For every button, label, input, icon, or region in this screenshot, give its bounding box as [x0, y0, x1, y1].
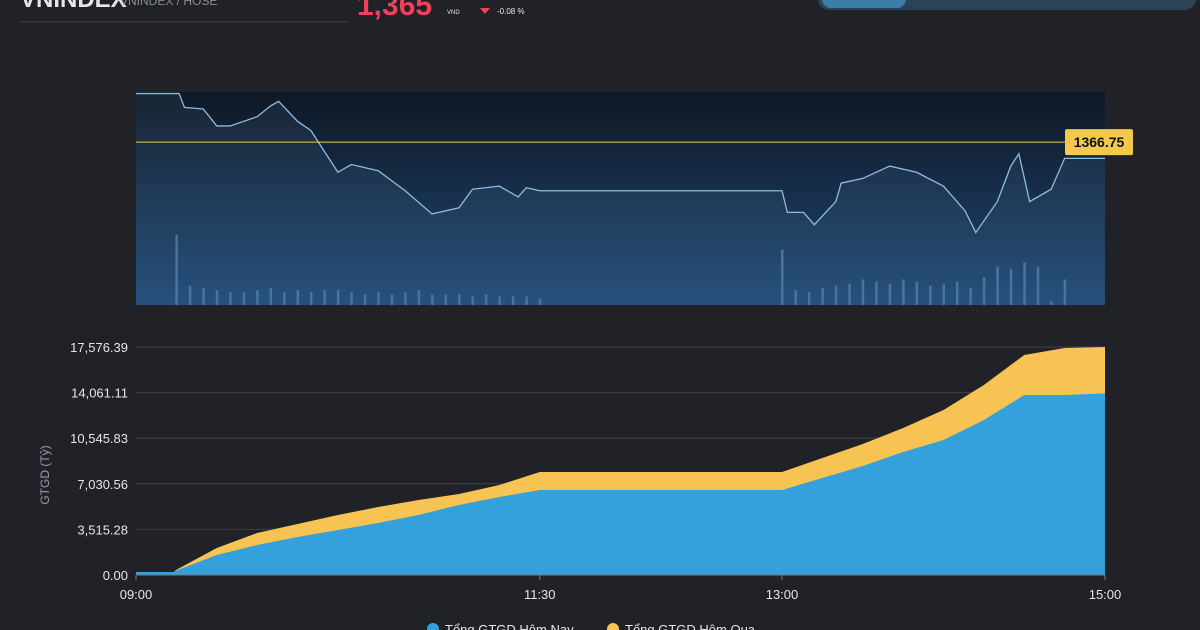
y-tick-label: 7,030.56: [77, 477, 128, 492]
volume-bar: [525, 296, 528, 305]
volume-bar: [929, 285, 932, 305]
volume-bar: [969, 287, 972, 305]
volume-bar: [215, 290, 219, 305]
volume-bar: [807, 292, 811, 305]
volume-bar: [417, 290, 421, 305]
legend-marker: [607, 623, 619, 630]
volume-bar: [188, 285, 192, 305]
volume-bar: [848, 283, 851, 305]
volume-bar: [175, 234, 178, 305]
y-axis-label: GTGD (Tỷ): [38, 445, 52, 504]
volume-bar: [256, 290, 259, 305]
x-tick-label: 15:00: [1089, 587, 1122, 602]
volume-bar: [821, 287, 824, 305]
volume-bar: [861, 279, 865, 305]
volume-bar: [323, 290, 326, 305]
y-tick-label: 17,576.39: [70, 340, 128, 355]
volume-bar: [982, 277, 986, 305]
x-tick-label: 13:00: [766, 587, 799, 602]
volume-bar: [902, 279, 905, 305]
volume-bar: [431, 294, 434, 305]
volume-bar: [336, 290, 340, 305]
volume-bar: [1036, 266, 1040, 305]
volume-bar: [888, 283, 892, 305]
x-tick-label: 11:30: [524, 587, 556, 602]
change-pct: -0.08 %: [497, 7, 525, 16]
volume-bar: [283, 292, 286, 305]
volume-bar: [296, 290, 299, 305]
y-tick-label: 14,061.11: [71, 386, 128, 401]
volume-bar: [498, 296, 501, 305]
volume-bar: [363, 294, 367, 305]
y-tick-label: 10,545.83: [70, 431, 128, 446]
volume-bar: [458, 294, 461, 305]
price: 1,365: [357, 0, 432, 22]
exchange: VNINDEX / HOSE: [120, 0, 217, 8]
volume-bar: [915, 281, 919, 305]
volume-bar: [377, 292, 380, 305]
y-tick-label: 0.00: [103, 568, 128, 583]
volume-bar: [1023, 262, 1026, 305]
x-tick-label: 09:00: [120, 587, 153, 602]
volume-bar: [471, 296, 474, 305]
volume-bar: [511, 296, 515, 305]
volume-bar: [538, 298, 542, 305]
volume-bar: [350, 292, 353, 305]
volume-bar: [942, 283, 945, 305]
volume-bar: [229, 292, 232, 305]
value-area: [136, 393, 1105, 575]
range-tabs[interactable]: [818, 0, 1196, 10]
volume-bar: [1063, 279, 1067, 305]
volume-bar: [390, 294, 394, 305]
range-tab-active[interactable]: [822, 0, 906, 8]
y-tick-label: 3,515.28: [77, 522, 128, 537]
volume-bar: [955, 281, 959, 305]
volume-bar: [202, 287, 205, 305]
volume-bar: [484, 294, 488, 305]
down-arrow: [480, 8, 490, 14]
price-area: [136, 93, 1105, 305]
symbol: VNINDEX: [20, 0, 127, 13]
currency: VND: [447, 10, 460, 16]
price-line: [136, 92, 1105, 234]
volume-bar: [242, 292, 246, 305]
volume-bar: [875, 281, 878, 305]
volume-bar: [269, 287, 273, 305]
volume-bar: [404, 292, 407, 305]
legend-label: Tổng GTGD Hôm Nay: [445, 622, 574, 630]
volume-bar: [444, 294, 448, 305]
volume-bar: [1009, 268, 1013, 305]
volume-bar: [1050, 300, 1053, 305]
volume-bar: [996, 266, 999, 305]
volume-bar: [794, 290, 797, 305]
reference-label: 1366.75: [1074, 134, 1125, 150]
volume-bar: [781, 249, 784, 305]
price-plot-area: [136, 92, 1105, 305]
reference-label-box: [1065, 129, 1133, 156]
volume-bar: [834, 285, 838, 305]
volume-bar: [309, 292, 313, 305]
legend-label: Tổng GTGD Hôm Qua: [625, 622, 756, 630]
legend-marker: [427, 623, 439, 630]
